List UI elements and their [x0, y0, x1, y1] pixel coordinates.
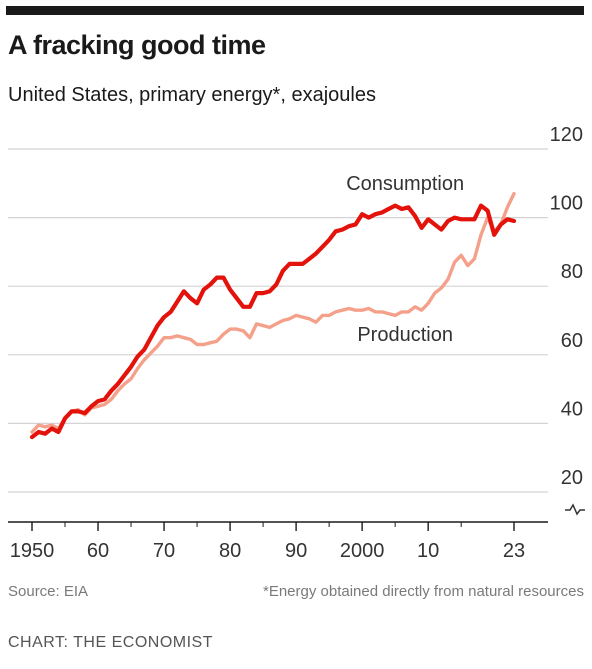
x-tick-label-2000: 2000: [340, 540, 385, 562]
chart-title: A fracking good time: [8, 30, 266, 60]
y-tick-label-40: 40: [561, 398, 583, 420]
grid-lines: [8, 148, 548, 493]
y-tick-label-20: 20: [561, 467, 583, 489]
annotations: Consumption Production: [346, 173, 464, 346]
x-tick-label-60: 60: [87, 540, 109, 562]
annotation-production: Production: [357, 324, 453, 346]
x-tick-label-10: 10: [417, 540, 439, 562]
x-tick-label-1950: 1950: [10, 540, 55, 562]
top-rule: [6, 6, 584, 15]
x-axis: 1950 60 70 80 90 2000 10 23: [8, 521, 548, 562]
x-tick-label-80: 80: [219, 540, 241, 562]
source-note: Source: EIA: [8, 583, 89, 600]
y-tick-label-120: 120: [550, 124, 583, 146]
axis-break-icon: [565, 503, 585, 516]
x-tick-label-23: 23: [503, 540, 525, 562]
y-axis-labels: 20 40 60 80 100 120: [550, 124, 585, 516]
y-tick-label-80: 80: [561, 261, 583, 283]
y-tick-label-60: 60: [561, 330, 583, 352]
line-chart: 20 40 60 80 100 120 Consumption Production 195…: [8, 124, 585, 562]
series-line-consumption: [29, 203, 517, 440]
chart-credit: CHART: THE ECONOMIST: [8, 634, 213, 651]
footnote: *Energy obtained directly from natural r…: [263, 583, 584, 600]
annotation-consumption: Consumption: [346, 173, 464, 195]
chart-subtitle: United States, primary energy*, exajoule…: [8, 84, 376, 106]
x-tick-label-90: 90: [285, 540, 307, 562]
series-lines: [29, 191, 517, 440]
series-line-production: [30, 191, 516, 434]
x-tick-label-70: 70: [153, 540, 175, 562]
y-tick-label-100: 100: [550, 193, 583, 215]
